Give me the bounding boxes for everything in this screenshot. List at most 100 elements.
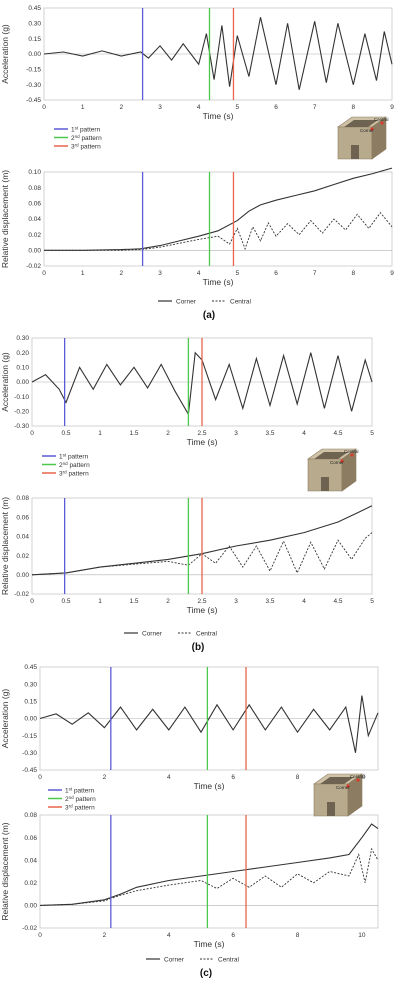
x-tick-label: 1 <box>81 104 85 111</box>
series-legend: Corner Central <box>146 957 240 964</box>
y-axis-label: Relative displacement (m) <box>0 497 10 595</box>
legend-label: 2nd pattern <box>65 795 96 803</box>
x-tick-label: 2 <box>120 270 124 277</box>
x-tick-label: 8 <box>296 774 300 781</box>
x-tick-label: 2 <box>120 104 124 111</box>
series-corner <box>39 823 379 906</box>
x-tick-label: 4.5 <box>333 598 342 605</box>
legend-label: 1st pattern <box>59 452 89 460</box>
y-tick-label: 0.08 <box>16 495 29 502</box>
x-tick-label: 1.5 <box>129 430 138 437</box>
x-tick-label: 4.5 <box>333 430 342 437</box>
chart-5: 0.450.300.150.00-0.15-0.30-0.450246810Ti… <box>0 664 379 791</box>
x-tick-label: 3.5 <box>265 598 274 605</box>
legend-label: 2nd pattern <box>59 461 90 469</box>
series-corner <box>31 505 373 576</box>
y-tick-label: 0.10 <box>16 365 29 372</box>
x-axis-label: Time (s) <box>187 605 218 615</box>
y-tick-label: 0.08 <box>24 812 37 819</box>
y-axis-label: Acceleration (g) <box>0 689 10 749</box>
x-tick-label: 7 <box>313 104 317 111</box>
y-tick-label: -0.02 <box>14 591 29 598</box>
x-tick-label: 6 <box>231 932 235 939</box>
x-tick-label: 3 <box>158 104 162 111</box>
x-tick-label: 7 <box>313 270 317 277</box>
x-tick-label: 3 <box>234 430 238 437</box>
building-corner-label: Corner <box>336 785 350 790</box>
series-acceleration <box>39 695 379 753</box>
x-tick-label: 1 <box>81 270 85 277</box>
y-tick-label: 0.00 <box>24 716 37 723</box>
y-tick-label: 0.04 <box>28 216 41 223</box>
plot-area <box>39 814 379 929</box>
x-tick-label: 4 <box>167 774 171 781</box>
building-door <box>351 145 359 159</box>
x-axis-label: Time (s) <box>203 111 234 121</box>
chart-6: 0.08 0.06 0.04 0.02 0.00 -0.020 2 4 6 8 10 Time (s)… <box>0 812 379 949</box>
building-central-label: Central <box>374 117 389 122</box>
x-tick-label: 1 <box>98 430 102 437</box>
y-tick-label: -0.45 <box>22 767 37 774</box>
legend-label: 1st pattern <box>71 125 101 133</box>
building-door <box>321 477 329 491</box>
central-dot <box>350 453 354 457</box>
x-axis-label: Time (s) <box>194 781 225 791</box>
y-tick-label: 0.00 <box>16 379 29 386</box>
building-central-label: Central <box>344 449 359 454</box>
x-tick-label: 1.5 <box>129 598 138 605</box>
building-side <box>371 116 387 160</box>
building-cavity <box>320 777 354 784</box>
x-tick-label: 6 <box>274 270 278 277</box>
y-tick-label: -0.30 <box>14 423 29 430</box>
y-tick-label: -0.30 <box>26 82 41 89</box>
x-tick-label: 3 <box>158 270 162 277</box>
y-tick-label: 0.02 <box>28 232 41 239</box>
series-acceleration <box>43 17 393 90</box>
x-tick-label: 6 <box>274 104 278 111</box>
x-tick-label: 1 <box>98 598 102 605</box>
series-legend: Corner Central <box>124 631 218 638</box>
building-corner-label: Corner <box>360 128 374 133</box>
y-tick-label: 0.04 <box>16 534 29 541</box>
y-tick-label: 0.00 <box>16 572 29 579</box>
x-tick-label: 8 <box>352 270 356 277</box>
x-tick-label: 8 <box>352 104 356 111</box>
x-tick-label: 0 <box>30 598 34 605</box>
x-tick-label: 5 <box>370 430 374 437</box>
y-tick-label: -0.02 <box>26 263 41 270</box>
x-tick-label: 2 <box>103 774 107 781</box>
x-tick-label: 2 <box>166 598 170 605</box>
x-tick-label: 0 <box>30 430 34 437</box>
x-tick-label: 4 <box>302 430 306 437</box>
building-side <box>347 773 363 817</box>
building-door <box>327 802 335 816</box>
chart-3: 0.30 0.20 0.10 0.00 -0.10 -0.20 -0.300 0.5 1 1.5 2… <box>0 335 374 447</box>
x-tick-label: 8 <box>296 932 300 939</box>
y-tick-label: 0.15 <box>24 699 37 706</box>
legend-label: 3rd pattern <box>59 469 89 477</box>
y-tick-label: -0.20 <box>14 409 29 416</box>
y-tick-label: 0.45 <box>24 664 37 671</box>
building-side <box>341 448 357 492</box>
x-tick-label: 2.5 <box>197 430 206 437</box>
building-illustration: Corner Central <box>313 773 365 817</box>
x-tick-label: 0 <box>38 932 42 939</box>
corner-dot <box>340 459 344 463</box>
chart-1: 0.45 0.30 0.15 0.00 -0.15 -0.30 -0.450 1 2 3 4 5 6 7 8… <box>0 5 394 121</box>
series-legend: Corner Central <box>158 299 252 306</box>
panel-label: (c) <box>200 968 212 979</box>
x-tick-label: 0 <box>38 774 42 781</box>
y-tick-label: 0.30 <box>24 681 37 688</box>
y-tick-label: 0.02 <box>16 553 29 560</box>
legend-central-label: Central <box>196 631 218 638</box>
series-acceleration <box>31 351 373 417</box>
x-tick-label: 0 <box>42 270 46 277</box>
y-tick-label: -0.30 <box>22 750 37 757</box>
panel-label: (b) <box>192 642 205 653</box>
y-tick-label: 0.20 <box>16 350 29 357</box>
building-central-label: Central <box>350 774 365 779</box>
